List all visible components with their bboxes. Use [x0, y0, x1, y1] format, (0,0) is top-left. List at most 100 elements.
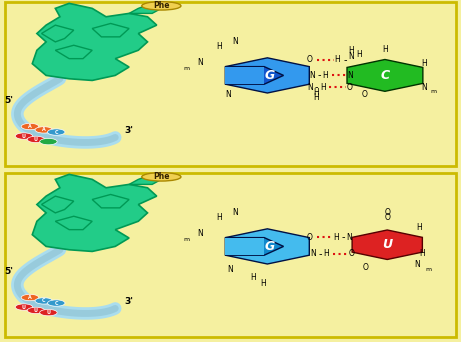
Text: Phe: Phe [153, 172, 170, 181]
Text: H: H [260, 279, 266, 288]
Text: H: H [324, 249, 329, 259]
Circle shape [27, 136, 45, 143]
Text: A: A [28, 124, 32, 129]
Text: N: N [225, 90, 231, 99]
Text: m: m [430, 89, 437, 94]
Polygon shape [92, 195, 129, 208]
Text: N: N [232, 208, 238, 218]
Text: N: N [228, 264, 233, 274]
Circle shape [40, 310, 57, 316]
Polygon shape [129, 176, 161, 184]
Text: U: U [382, 238, 392, 251]
Text: H: H [251, 273, 256, 282]
Circle shape [27, 307, 45, 314]
Polygon shape [225, 67, 264, 84]
Text: O: O [349, 249, 355, 259]
Polygon shape [32, 174, 157, 251]
Text: H: H [313, 93, 319, 102]
Bar [5, 2, 456, 166]
Text: 5': 5' [5, 96, 14, 105]
Text: m: m [426, 266, 432, 272]
Polygon shape [41, 196, 74, 213]
Text: H: H [320, 83, 325, 92]
Text: H: H [323, 71, 328, 80]
Text: N: N [347, 233, 352, 242]
Text: O: O [307, 55, 313, 65]
Circle shape [15, 133, 33, 139]
Text: U: U [47, 310, 50, 315]
Text: N: N [310, 71, 315, 80]
Text: N: N [311, 249, 316, 259]
Polygon shape [55, 216, 92, 230]
Circle shape [15, 304, 33, 310]
Text: N: N [232, 37, 238, 47]
Text: U: U [22, 305, 26, 310]
Circle shape [35, 127, 53, 133]
Text: -: - [342, 232, 345, 242]
Text: N: N [414, 260, 420, 269]
Polygon shape [225, 58, 309, 93]
Bar [5, 173, 456, 337]
Text: H: H [313, 88, 319, 97]
Text: A: A [42, 127, 46, 132]
Ellipse shape [142, 173, 181, 181]
Circle shape [21, 123, 39, 130]
Circle shape [40, 139, 57, 145]
Text: O: O [362, 263, 368, 272]
Text: U: U [34, 308, 38, 313]
Text: C: C [54, 301, 58, 305]
Polygon shape [225, 229, 309, 264]
Text: -: - [319, 249, 322, 259]
Polygon shape [347, 60, 423, 91]
Text: N: N [307, 83, 313, 92]
Text: H: H [334, 233, 339, 242]
Text: H: H [382, 45, 388, 54]
Circle shape [21, 294, 39, 301]
Text: -: - [318, 70, 321, 80]
Circle shape [35, 298, 53, 304]
Polygon shape [55, 45, 92, 59]
Text: U: U [22, 134, 26, 139]
Ellipse shape [142, 2, 181, 10]
Polygon shape [352, 230, 422, 260]
Text: C: C [42, 298, 46, 303]
Text: G: G [265, 69, 275, 82]
Text: O: O [347, 83, 352, 92]
Text: H: H [421, 59, 427, 68]
Polygon shape [129, 5, 161, 13]
Text: 3': 3' [124, 126, 134, 135]
Text: H: H [216, 42, 222, 51]
Circle shape [47, 129, 65, 135]
Text: A: A [28, 295, 32, 300]
Text: N: N [421, 83, 427, 92]
Text: m: m [183, 237, 190, 242]
Text: 3': 3' [124, 297, 134, 306]
Text: C: C [380, 69, 390, 82]
Text: -: - [315, 82, 319, 92]
Text: U: U [34, 137, 38, 142]
Text: O: O [384, 208, 390, 216]
Text: N: N [349, 52, 354, 62]
Text: -: - [343, 55, 347, 65]
Text: O: O [307, 233, 313, 242]
Text: G: G [265, 240, 275, 253]
Polygon shape [225, 67, 284, 84]
Text: H: H [419, 249, 425, 259]
Text: H: H [356, 50, 361, 58]
Text: N: N [348, 71, 353, 80]
Text: m: m [183, 66, 190, 71]
Text: N: N [198, 228, 203, 237]
Polygon shape [32, 3, 157, 80]
Text: H: H [216, 213, 222, 222]
Text: H: H [417, 223, 422, 233]
Text: Phe: Phe [153, 1, 170, 10]
Polygon shape [41, 25, 74, 42]
Text: H: H [335, 55, 340, 65]
Polygon shape [92, 24, 129, 37]
Text: N: N [198, 57, 203, 66]
Polygon shape [225, 238, 284, 255]
Text: O: O [384, 213, 390, 222]
Text: O: O [361, 90, 367, 99]
Polygon shape [225, 238, 264, 255]
Text: H: H [349, 46, 354, 55]
